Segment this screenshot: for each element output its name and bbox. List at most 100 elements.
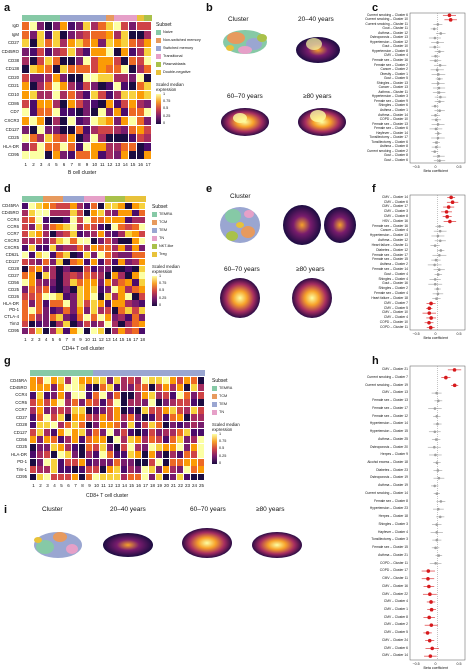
heatmap-cell — [111, 209, 118, 217]
forest-row-label: Female sex – Cluster 4 — [374, 291, 408, 296]
heatmap-cell — [60, 73, 68, 82]
forest-point — [433, 407, 437, 410]
heatmap-cell — [128, 377, 135, 384]
heatmap-cell — [184, 414, 191, 421]
heatmap-cell — [22, 307, 29, 314]
heatmap-col-label: 16 — [126, 337, 132, 342]
forest-row-label: CMV – Cluster 4 — [383, 599, 408, 604]
heatmap-cell — [44, 125, 52, 134]
forest-point — [438, 239, 442, 243]
subset-bar-cell — [136, 15, 145, 21]
heatmap-cell — [106, 47, 114, 56]
heatmap-cell — [22, 203, 29, 210]
heatmap-col-label: 14 — [121, 483, 127, 488]
heatmap-cell — [121, 108, 129, 117]
heatmap-cell — [86, 436, 93, 444]
subset-bar-cell — [149, 370, 157, 376]
heatmap-cell — [132, 203, 139, 210]
forest-point — [437, 507, 440, 511]
forest-row-label: Shingles – Cluster 4 — [378, 276, 408, 281]
heatmap-cell — [104, 216, 111, 224]
umap-i-mid — [182, 528, 232, 558]
heatmap-cell — [49, 251, 56, 258]
forest-point — [433, 45, 437, 49]
heatmap-cell — [63, 300, 70, 307]
heatmap-cell — [144, 116, 152, 125]
heatmap-cell — [52, 47, 60, 56]
forest-row-label: CMV – Cluster 16 — [381, 583, 408, 588]
subset-bar-cell — [83, 15, 92, 21]
heatmap-cell — [44, 451, 51, 459]
legend-item: Treg — [159, 251, 167, 256]
forest-point — [435, 68, 439, 72]
heatmap-cell — [49, 300, 56, 307]
panel-label-d: d — [4, 183, 11, 195]
heatmap-cell — [77, 328, 84, 335]
heatmap-cell — [93, 458, 100, 466]
heatmap-cell — [104, 209, 111, 217]
heatmap-col-label: 11 — [91, 337, 97, 342]
forest-point — [435, 461, 439, 465]
heatmap-cell — [184, 377, 191, 384]
heatmap-cell — [77, 307, 84, 314]
heatmap-cell — [144, 108, 152, 117]
forest-point — [427, 306, 432, 311]
heatmap-cell — [49, 293, 56, 300]
heatmap-cell — [139, 272, 146, 279]
heatmap-cell — [139, 209, 146, 217]
heatmap-row-label: HLA-DR — [3, 143, 19, 149]
forest-row-label: Gout – Cluster 5 — [383, 76, 408, 81]
forest-xlabel: Beta coefficient — [423, 666, 449, 670]
heatmap-col-label: 20 — [163, 483, 169, 488]
heatmap-cell — [58, 429, 65, 436]
heatmap-cell — [86, 391, 93, 399]
heatmap-cell — [90, 286, 98, 293]
heatmap-col-label: 15 — [130, 162, 136, 167]
heatmap-cell — [75, 99, 83, 108]
heatmap-cell — [63, 223, 70, 231]
forest-row-label: Shingles – Cluster 2 — [378, 286, 408, 291]
heatmap-cell — [65, 466, 72, 473]
heatmap-cell — [97, 300, 105, 307]
heatmap-cell — [28, 314, 36, 321]
subset-bar-cell — [139, 196, 147, 202]
heatmap-cell — [107, 458, 114, 466]
umap-i-cluster — [34, 532, 82, 558]
forest-point — [427, 311, 432, 315]
heatmap-cell — [35, 272, 43, 279]
heatmap-cell — [70, 321, 77, 328]
heatmap-cell — [128, 391, 135, 399]
forest-row-label: Gout – Cluster 4 — [383, 271, 408, 276]
forest-row-label: Asthma – Cluster 12 — [378, 238, 408, 243]
forest-row-label: CMV – Cluster 8 — [383, 213, 408, 218]
heatmap-cell — [132, 216, 139, 224]
heatmap-cell — [149, 377, 156, 384]
heatmap-cell — [118, 244, 125, 252]
heatmap-col-label: 5 — [60, 483, 63, 488]
subset-bar-cell — [51, 370, 59, 376]
legend-scale-tick: 0.25 — [159, 295, 167, 300]
heatmap-cell — [65, 458, 72, 466]
heatmap-cell — [132, 286, 139, 293]
heatmap-cell — [90, 216, 98, 224]
heatmap-cell — [90, 314, 98, 321]
heatmap-cell — [98, 134, 106, 143]
heatmap-cell — [93, 443, 100, 451]
heatmap-cell — [128, 414, 135, 421]
heatmap-col-label: 15 — [128, 483, 134, 488]
subset-bar-cell — [129, 15, 137, 21]
heatmap-cell — [77, 300, 84, 307]
heatmap-cell — [90, 272, 98, 279]
heatmap-cell — [144, 82, 152, 91]
legend-scale-title: Scaled median expression — [156, 82, 184, 92]
heatmap-cell — [37, 391, 44, 399]
heatmap-cell — [70, 203, 77, 210]
heatmap-cell — [177, 406, 184, 414]
forest-row-label: CMV – Cluster 5 — [383, 305, 408, 310]
heatmap-cell — [90, 108, 98, 117]
heatmap-cell — [121, 391, 128, 399]
heatmap-cell — [129, 125, 137, 134]
heatmap-cell — [100, 384, 107, 392]
heatmap-cell — [56, 237, 63, 245]
heatmap-cell — [60, 134, 68, 143]
